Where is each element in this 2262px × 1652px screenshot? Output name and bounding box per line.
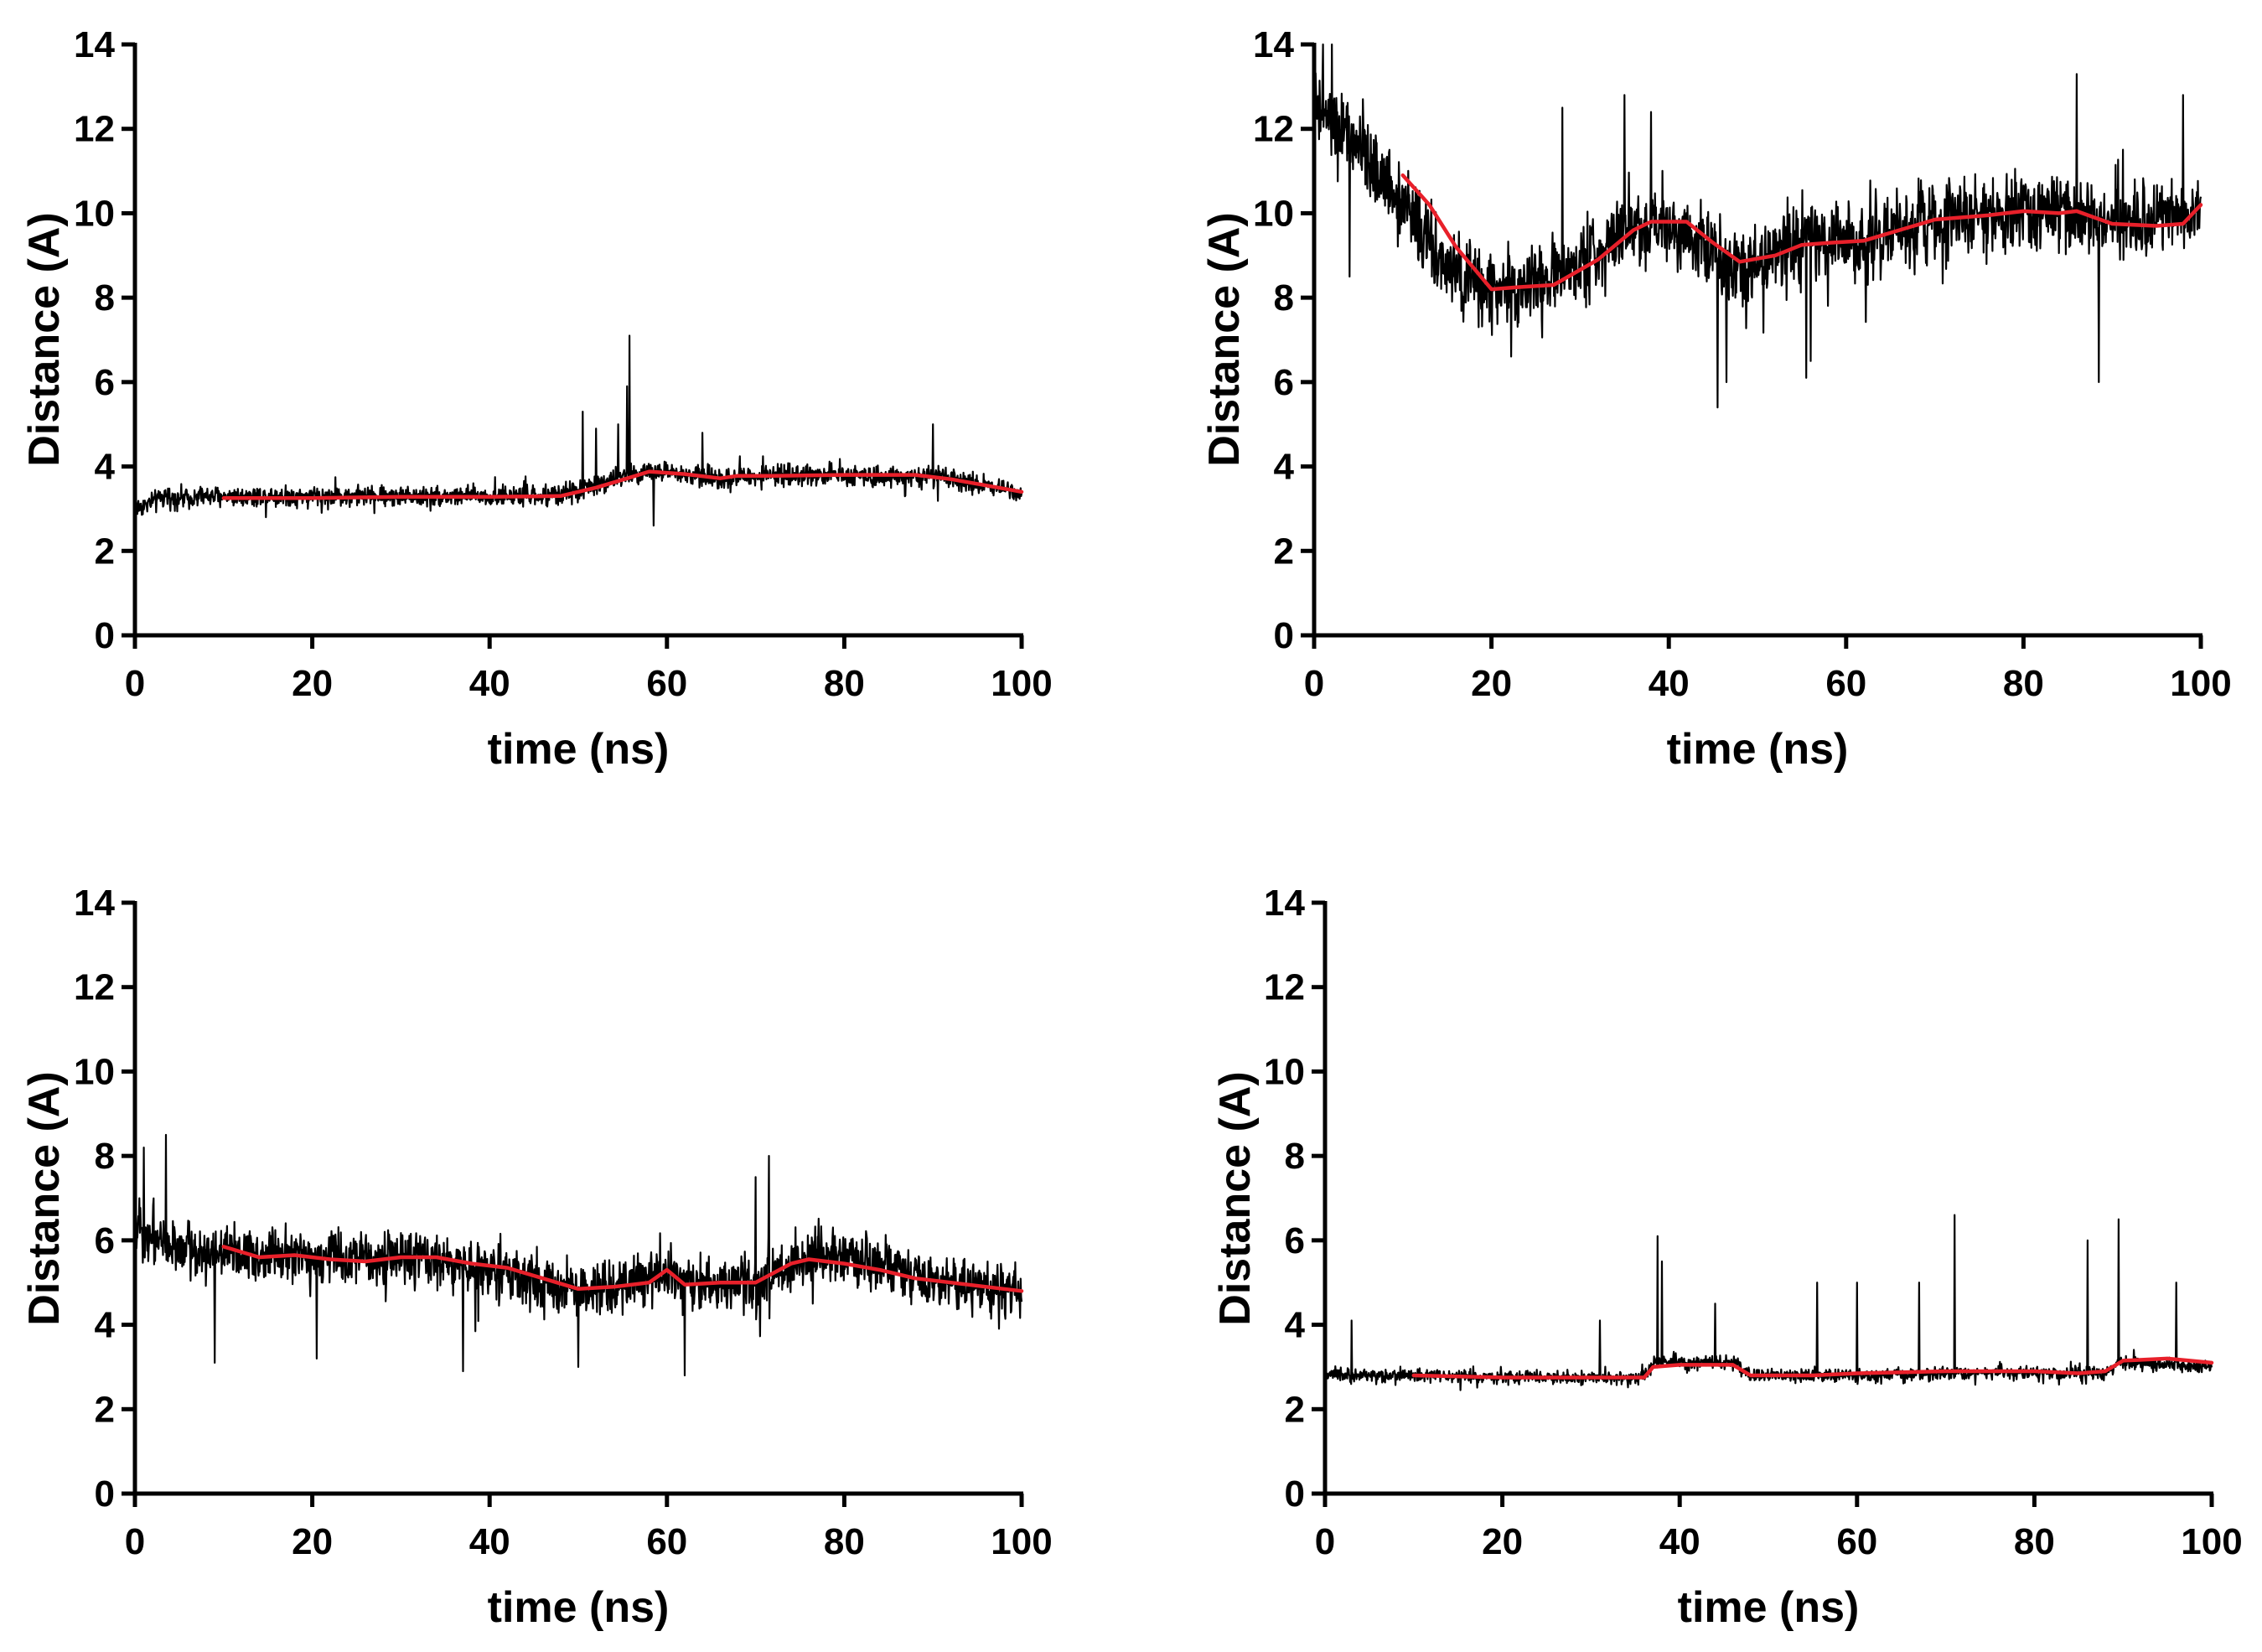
y-tick-label: 10 <box>74 193 115 234</box>
y-tick-label: 8 <box>95 1136 115 1177</box>
y-tick-label: 0 <box>1285 1473 1305 1515</box>
y-tick-label: 2 <box>95 531 115 572</box>
x-tick-label: 100 <box>2181 1521 2242 1562</box>
y-tick-label: 6 <box>95 362 115 403</box>
y-tick-label: 10 <box>1253 193 1294 234</box>
running-average-line <box>1411 1356 2214 1380</box>
x-tick-label: 0 <box>1304 663 1324 704</box>
y-tick-label: 0 <box>1274 615 1294 656</box>
x-tick-label: 80 <box>2003 663 2044 704</box>
y-tick-label: 6 <box>95 1220 115 1261</box>
x-tick-label: 100 <box>2170 663 2231 704</box>
y-tick-label: 0 <box>95 1473 115 1515</box>
y-axis-title: Distance (A) <box>20 1071 69 1325</box>
y-axis-title: Distance (A) <box>20 212 69 466</box>
axes <box>132 901 1023 1496</box>
x-tick-label: 100 <box>991 1521 1052 1562</box>
y-tick-label: 4 <box>95 447 116 488</box>
panel-top-left: 0 2 4 6 8 10 12 14 0 20 40 60 80 100 time (ns) Distan… <box>20 24 1053 774</box>
y-tick-label: 6 <box>1285 1220 1305 1261</box>
y-tick-label: 12 <box>1264 967 1305 1008</box>
x-tick-label: 80 <box>2014 1521 2055 1562</box>
y-tick-label: 12 <box>74 109 115 150</box>
x-tick-label: 20 <box>1471 663 1512 704</box>
y-tick-label: 14 <box>1264 883 1305 924</box>
x-tick-label: 60 <box>646 663 687 704</box>
x-axis-title: time (ns) <box>488 1583 670 1632</box>
x-tick-label: 80 <box>824 1521 865 1562</box>
running-average-line <box>1400 173 2203 292</box>
y-tick-label: 6 <box>1274 362 1294 403</box>
x-tick-label: 0 <box>125 663 145 704</box>
axes <box>132 43 1023 638</box>
y-tick-label: 2 <box>95 1389 115 1430</box>
axes <box>1323 901 2213 1496</box>
y-tick-label: 14 <box>1253 24 1294 65</box>
x-tick-label: 0 <box>1315 1521 1335 1562</box>
x-tick-label: 40 <box>1649 663 1690 704</box>
distance-trace <box>1312 43 2202 409</box>
running-average-line <box>221 469 1024 500</box>
panel-top-right: 0 2 4 6 8 10 12 14 0 20 40 60 80 100 time (ns) Distan… <box>1200 24 2232 774</box>
y-tick-label: 0 <box>95 615 115 656</box>
y-tick-label: 10 <box>74 1051 115 1092</box>
plot-area <box>1324 1214 2214 1391</box>
axes <box>1312 43 2202 638</box>
y-tick-label: 14 <box>74 883 115 924</box>
y-tick-label: 4 <box>1285 1305 1306 1346</box>
panel-bottom-left: 0 2 4 6 8 10 12 14 0 20 40 60 80 100 time (ns) Distan… <box>20 883 1053 1632</box>
x-tick-label: 0 <box>125 1521 145 1562</box>
y-tick-label: 4 <box>95 1305 116 1346</box>
x-tick-label: 60 <box>1836 1521 1877 1562</box>
x-axis-title: time (ns) <box>1667 725 1849 774</box>
panel-bottom-right: 0 2 4 6 8 10 12 14 0 20 40 60 80 100 time (ns) Distan… <box>1211 883 2243 1632</box>
x-tick-label: 80 <box>824 663 865 704</box>
x-tick-label: 60 <box>1825 663 1866 704</box>
distance-trace <box>133 1133 1023 1377</box>
y-tick-label: 12 <box>1253 109 1294 150</box>
y-tick-label: 14 <box>74 24 115 65</box>
y-tick-label: 8 <box>1285 1136 1305 1177</box>
y-axis-title: Distance (A) <box>1200 212 1249 466</box>
x-tick-label: 40 <box>469 663 510 704</box>
y-tick-label: 12 <box>74 967 115 1008</box>
ticks: 0 2 4 6 8 10 12 14 0 20 40 60 80 100 <box>1253 24 2232 704</box>
x-tick-label: 20 <box>1482 1521 1523 1562</box>
x-axis-title: time (ns) <box>1678 1583 1860 1632</box>
y-tick-label: 2 <box>1285 1389 1305 1430</box>
y-tick-label: 10 <box>1264 1051 1305 1092</box>
ticks: 0 2 4 6 8 10 12 14 0 20 40 60 80 100 <box>1264 883 2243 1562</box>
y-tick-label: 2 <box>1274 531 1294 572</box>
plot-area <box>133 334 1024 527</box>
x-tick-label: 40 <box>469 1521 510 1562</box>
x-tick-label: 20 <box>292 663 333 704</box>
x-axis-title: time (ns) <box>488 725 670 774</box>
x-tick-label: 100 <box>991 663 1052 704</box>
ticks: 0 2 4 6 8 10 12 14 0 20 40 60 80 100 <box>74 24 1053 704</box>
y-axis-title: Distance (A) <box>1211 1071 1260 1325</box>
x-tick-label: 20 <box>292 1521 333 1562</box>
y-tick-label: 8 <box>95 277 115 318</box>
y-tick-label: 4 <box>1274 447 1295 488</box>
y-tick-label: 8 <box>1274 277 1294 318</box>
plot-area <box>1312 43 2203 409</box>
running-average-line <box>221 1245 1024 1293</box>
ticks: 0 2 4 6 8 10 12 14 0 20 40 60 80 100 <box>74 883 1053 1562</box>
x-tick-label: 40 <box>1659 1521 1700 1562</box>
x-tick-label: 60 <box>646 1521 687 1562</box>
plot-area <box>133 1133 1024 1377</box>
